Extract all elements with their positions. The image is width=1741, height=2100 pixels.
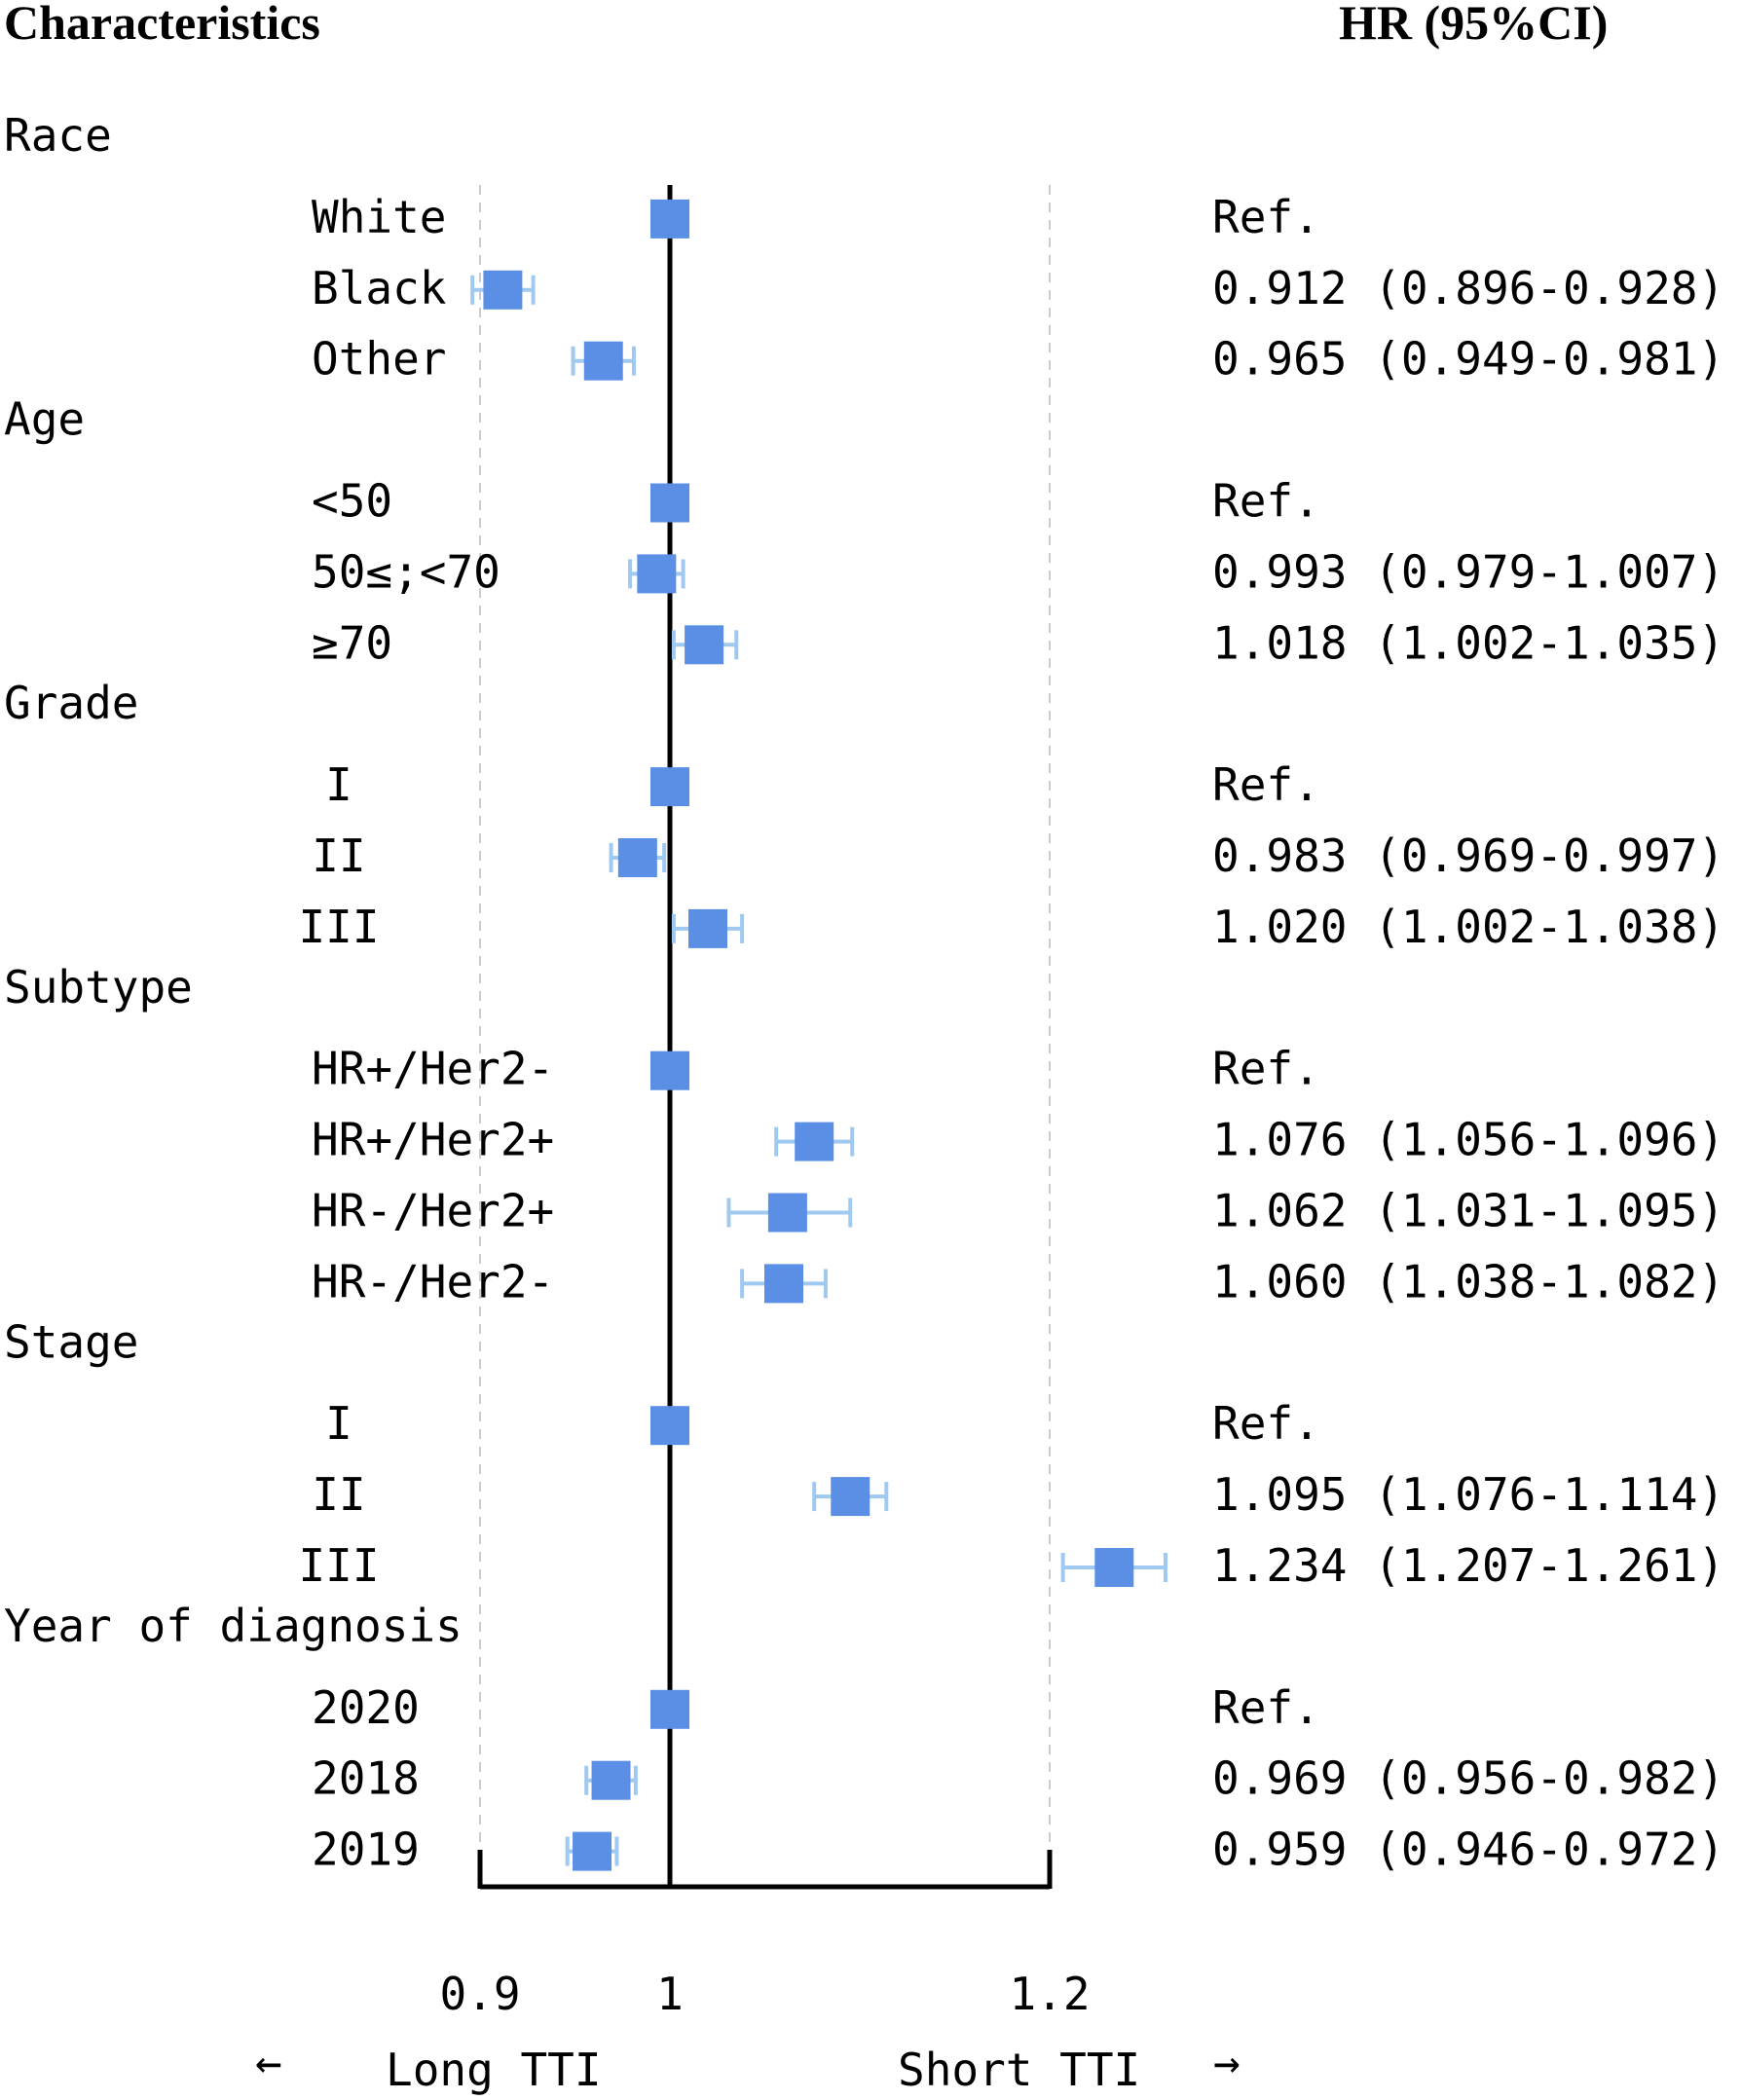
row-label: II [312,829,365,882]
row-label: III [298,1539,379,1592]
long-tti-label: Long TTI [386,2044,602,2096]
point-marker [650,1406,689,1446]
row-label: II [312,1468,365,1521]
hr-value: 1.060 (1.038-1.082) [1212,1255,1724,1308]
hr-value: Ref. [1212,1043,1320,1095]
row-label: HR+/Her2- [312,1043,554,1095]
row-label: III [298,901,379,953]
right-arrow: → [1213,2036,1241,2088]
group-label-1: Age [4,393,85,446]
point-marker [767,1193,807,1233]
hr-value: 0.965 (0.949-0.981) [1212,333,1724,386]
row-label: HR-/Her2- [312,1255,554,1308]
row-label: I [325,1397,352,1450]
row-label: 2020 [312,1681,420,1734]
point-marker [1094,1548,1134,1587]
point-marker [650,199,689,239]
point-marker [591,1760,631,1800]
hr-value: 0.959 (0.946-0.972) [1212,1824,1724,1876]
hr-value: 1.076 (1.056-1.096) [1212,1114,1724,1166]
row-label: ≥70 [312,616,392,669]
left-arrow: ← [255,2036,282,2088]
row-label: Other [312,333,446,386]
row-label: I [325,758,352,811]
row-label: <50 [312,475,392,528]
point-marker [688,908,727,948]
hr-value: Ref. [1212,191,1320,243]
row-label: 50≤;<70 [312,545,500,598]
hr-value: 0.912 (0.896-0.928) [1212,262,1724,314]
group-label-4: Stage [4,1315,138,1368]
group-label-0: Race [4,109,112,162]
hr-value: 1.062 (1.031-1.095) [1212,1185,1724,1237]
point-marker [764,1264,803,1304]
group-label-3: Subtype [4,961,193,1013]
hr-value: Ref. [1212,1397,1320,1450]
row-label: 2018 [312,1752,420,1805]
hr-value: 0.993 (0.979-1.007) [1212,545,1724,598]
point-marker [650,1689,689,1729]
point-marker [583,341,623,381]
forest-rows: Race White Ref. Black 0.912 (0.896-0.928) Oth… [4,109,1724,1876]
point-marker [685,625,724,665]
point-marker [831,1477,870,1517]
row-label: Black [312,262,446,314]
characteristics-header: Characteristics [4,0,320,50]
group-label-2: Grade [4,677,138,729]
point-marker [617,838,657,877]
dashed-gridlines [479,185,1051,1887]
row-label: HR-/Her2+ [312,1185,554,1237]
x-axis: 0.9 1 1.2 [439,1850,1091,2020]
hr-value: 0.983 (0.969-0.997) [1212,829,1724,882]
hr-value: 1.020 (1.002-1.038) [1212,901,1724,953]
point-marker [650,767,689,807]
hr-value: 1.018 (1.002-1.035) [1212,616,1724,669]
hr-value: 1.095 (1.076-1.114) [1212,1468,1724,1521]
tick-label-2: 1.2 [1009,1968,1090,2020]
hr-ci-header: HR (95%CI) [1339,0,1608,50]
point-marker [650,1050,689,1090]
point-marker [637,554,677,594]
short-tti-label: Short TTI [898,2044,1140,2096]
row-label: HR+/Her2+ [312,1114,554,1166]
point-marker [573,1831,612,1871]
point-marker [795,1122,834,1161]
point-marker [483,270,523,310]
row-label: 2019 [312,1824,420,1876]
tick-label-1: 1 [656,1968,684,2020]
hr-value: Ref. [1212,475,1320,528]
point-marker [650,483,689,523]
hr-value: 0.969 (0.956-0.982) [1212,1752,1724,1805]
hr-value: Ref. [1212,758,1320,811]
hr-value: 1.234 (1.207-1.261) [1212,1539,1724,1592]
group-label-5: Year of diagnosis [4,1600,463,1652]
tick-label-0: 0.9 [439,1968,520,2020]
hr-value: Ref. [1212,1681,1320,1734]
row-label: White [312,191,446,243]
